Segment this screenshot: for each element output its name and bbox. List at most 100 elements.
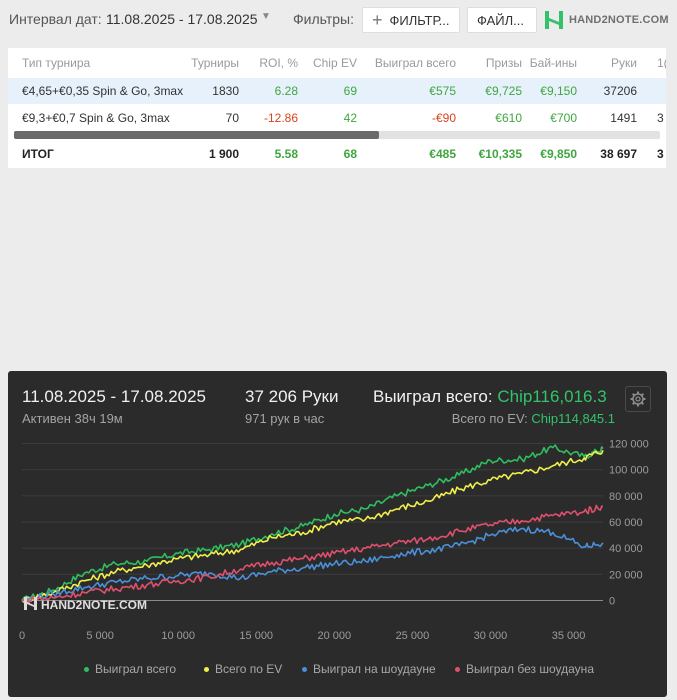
watermark-mark bbox=[24, 597, 27, 610]
graph-settings-button[interactable] bbox=[625, 386, 651, 412]
total-ev-label: Всего по EV: bbox=[451, 411, 528, 426]
column-header[interactable]: ROI, % bbox=[259, 56, 298, 70]
y-tick-label: 0 bbox=[609, 595, 615, 607]
hands-per-hour: 971 рук в час bbox=[245, 411, 325, 426]
x-tick-label: 20 000 bbox=[317, 630, 351, 642]
y-tick-label: 120 000 bbox=[609, 439, 649, 451]
x-tick-label: 35 000 bbox=[552, 630, 586, 642]
legend-label: Всего по EV bbox=[215, 662, 283, 676]
file-button-label: ФАЙЛ... bbox=[477, 12, 524, 28]
horizontal-scrollbar[interactable] bbox=[14, 131, 660, 139]
watermark-mark bbox=[27, 602, 34, 607]
series-line-1 bbox=[21, 449, 604, 604]
tournaments-table: Тип турнира Турниры ROI, % Chip EV Выиграл в… bbox=[8, 48, 666, 168]
x-tick-label: 0 bbox=[19, 630, 25, 642]
total-ev: Всего по EV: Chip114,845.1 bbox=[373, 411, 615, 426]
series-line-0 bbox=[21, 444, 604, 602]
add-filter-button[interactable]: + ФИЛЬТР... bbox=[362, 7, 460, 33]
legend-dot-icon bbox=[455, 667, 460, 673]
total-ev-value: Chip114,845.1 bbox=[531, 411, 615, 426]
legend-dot-icon bbox=[204, 667, 209, 673]
table-row[interactable]: €4,65+€0,35 Spin & Go, 3max 1830 6.28 69 €57… bbox=[8, 78, 666, 104]
table-cell: €9,3+€0,7 Spin & Go, 3max bbox=[22, 111, 170, 125]
h2n-logo-icon bbox=[545, 11, 563, 29]
table-cell: ИТОГ bbox=[22, 147, 54, 161]
table-cell: €9,725 bbox=[485, 84, 522, 98]
graph-panel: 11.08.2025 - 17.08.2025 Активен 38ч 19м … bbox=[8, 371, 667, 697]
x-tick-label: 15 000 bbox=[239, 630, 273, 642]
y-tick-label: 60 000 bbox=[609, 517, 643, 529]
table-cell: €10,335 bbox=[478, 147, 522, 161]
table-cell: 1830 bbox=[212, 84, 239, 98]
legend-item[interactable]: Выиграл без шоудауна bbox=[455, 662, 594, 676]
hand2note-logo: HAND2NOTE.COM bbox=[544, 7, 669, 33]
x-tick-label: 25 000 bbox=[396, 630, 430, 642]
series-line-3 bbox=[21, 504, 603, 604]
column-header[interactable]: 1( bbox=[657, 56, 666, 70]
legend-dot-icon bbox=[302, 667, 307, 673]
x-tick-label: 5 000 bbox=[86, 630, 114, 642]
column-header[interactable]: Тип турнира bbox=[22, 56, 91, 70]
y-tick-label: 80 000 bbox=[609, 491, 643, 503]
table-cell: 5.58 bbox=[274, 147, 298, 161]
column-header[interactable]: Выиграл всего bbox=[374, 56, 456, 70]
x-tick-label: 30 000 bbox=[474, 630, 508, 642]
total-won: Выиграл всего: Chip116,016.3 bbox=[373, 387, 615, 407]
total-won-label: Выиграл всего: bbox=[373, 387, 493, 406]
date-interval-label: Интервал дат: bbox=[9, 11, 102, 27]
table-cell: €575 bbox=[429, 84, 456, 98]
table-cell: 6.28 bbox=[274, 84, 298, 98]
total-won-value: Chip116,016.3 bbox=[497, 387, 607, 406]
legend-label: Выиграл всего bbox=[95, 662, 177, 676]
gear-icon bbox=[630, 391, 646, 407]
legend-item[interactable]: Всего по EV bbox=[204, 662, 282, 676]
table-cell: €9,850 bbox=[540, 147, 577, 161]
y-tick-label: 100 000 bbox=[609, 465, 649, 477]
series-line-2 bbox=[21, 526, 604, 602]
hands-count: 37 206 Руки bbox=[245, 387, 339, 406]
toolbar: Интервал дат: 11.08.2025 - 17.08.2025 ▼ … bbox=[0, 0, 677, 40]
chart-watermark: HAND2NOTE.COM bbox=[24, 597, 147, 612]
column-header[interactable]: Chip EV bbox=[312, 56, 357, 70]
table-cell: -€90 bbox=[431, 111, 456, 125]
legend-item[interactable]: Выиграл всего bbox=[84, 662, 176, 676]
legend-label: Выиграл без шоудауна bbox=[466, 662, 594, 676]
table-total-row: ИТОГ 1 900 5.58 68 €485 €10,335 €9,850 38 697 3 bbox=[8, 141, 666, 167]
chevron-down-icon[interactable]: ▼ bbox=[261, 11, 271, 22]
watermark-text: HAND2NOTE.COM bbox=[41, 598, 147, 612]
table-cell: 38 697 bbox=[600, 147, 637, 161]
active-time: Активен 38ч 19м bbox=[22, 411, 123, 426]
add-filter-label: ФИЛЬТР... bbox=[389, 12, 450, 28]
table-cell: -12.86 bbox=[263, 111, 298, 125]
graph-date-range: 11.08.2025 - 17.08.2025 bbox=[22, 387, 207, 406]
scrollbar-thumb[interactable] bbox=[14, 131, 379, 139]
table-cell: €485 bbox=[429, 147, 456, 161]
date-range-picker[interactable]: 11.08.2025 - 17.08.2025 bbox=[106, 11, 258, 27]
chart-legend: Выиграл всего Всего по EV Выиграл на шоуда… bbox=[8, 662, 667, 680]
column-header[interactable]: Руки bbox=[611, 56, 637, 70]
table-cell: €610 bbox=[495, 111, 522, 125]
table-cell: 69 bbox=[343, 84, 357, 98]
table-cell: 70 bbox=[225, 111, 239, 125]
plus-icon: + bbox=[372, 10, 383, 30]
table-cell: 3 bbox=[657, 111, 664, 125]
x-tick-label: 10 000 bbox=[161, 630, 195, 642]
table-cell: €4,65+€0,35 Spin & Go, 3max bbox=[22, 84, 184, 98]
column-header[interactable]: Призы bbox=[485, 56, 522, 70]
legend-item[interactable]: Выиграл на шоудауне bbox=[302, 662, 436, 676]
table-cell: 68 bbox=[343, 147, 357, 161]
filters-label: Фильтры: bbox=[293, 11, 354, 27]
logo-text: HAND2NOTE.COM bbox=[569, 14, 669, 26]
file-button[interactable]: ФАЙЛ... bbox=[467, 7, 537, 33]
legend-label: Выиграл на шоудауне bbox=[313, 662, 436, 676]
profit-chart[interactable]: 0 20 000 40 000 60 000 80 000 100 000 120 000 0… bbox=[8, 431, 667, 661]
column-header[interactable]: Турниры bbox=[191, 56, 239, 70]
table-cell: 3 bbox=[657, 147, 664, 161]
watermark-mark bbox=[34, 597, 37, 610]
y-tick-label: 40 000 bbox=[609, 543, 643, 555]
table-row[interactable]: €9,3+€0,7 Spin & Go, 3max 70 -12.86 42 -€90 €… bbox=[8, 105, 666, 131]
column-header[interactable]: Бай-ины bbox=[529, 56, 577, 70]
table-cell: 1491 bbox=[610, 111, 637, 125]
y-tick-label: 20 000 bbox=[609, 569, 643, 581]
table-cell: 42 bbox=[343, 111, 357, 125]
